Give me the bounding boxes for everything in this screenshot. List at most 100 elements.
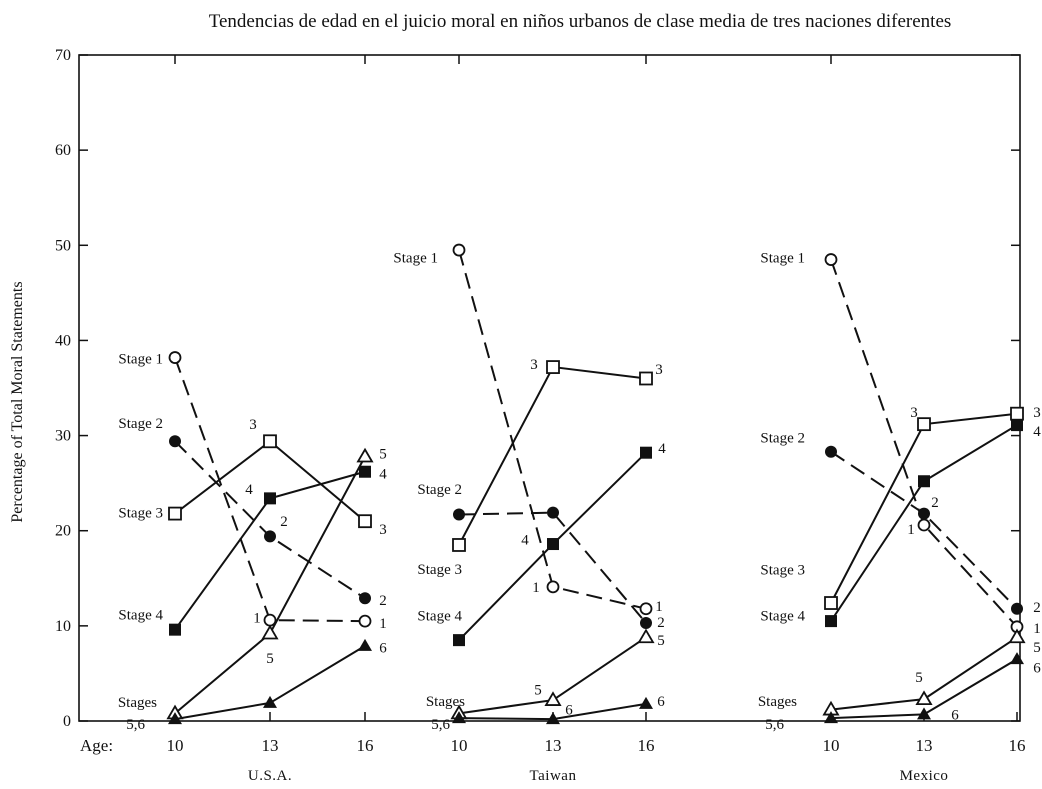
y-tick-label: 10 [55,618,71,635]
stage-3-point [1010,406,1024,421]
point-stage-number: 5 [657,633,665,649]
point-stage-number: 6 [379,641,387,657]
stage-label: Stage 2 [760,430,805,446]
x-tick-label: 10 [451,736,468,755]
stage-6-point [263,695,277,708]
point-stage-number: 3 [910,405,918,421]
stage-label: Stage 3 [417,562,462,578]
y-axis-title: Percentage of Total Moral Statements [9,281,26,522]
stage-4-point [1011,419,1023,432]
chart-title: Tendencias de edad en el juicio moral en… [209,11,952,32]
stage-4-point [547,538,559,551]
stage-2-line [458,511,647,624]
point-stage-number: 6 [951,707,959,723]
panel-name: Mexico [900,768,949,784]
y-tick-label: 70 [55,47,71,64]
y-tick-label: 0 [63,713,71,730]
stage-4-point [359,465,371,478]
x-axis-label: Age: [80,736,113,755]
stage-1-point [546,580,560,594]
stage-3-point [452,538,466,552]
point-stage-number: 3 [379,522,387,538]
point-stage-number: 4 [658,441,666,457]
y-tick-label: 50 [55,237,71,254]
stage-5-point [637,628,655,644]
point-stage-number: 3 [1033,405,1041,421]
point-stage-number: 2 [280,514,288,530]
stage-2-point [264,530,276,543]
stage-label: 5,6 [765,717,784,733]
stage-4-point [825,615,837,628]
stage-2-point [1011,602,1023,615]
stage-6-point [546,712,560,725]
stage-5-point [915,690,933,706]
y-tick-label: 60 [55,142,71,159]
point-stage-number: 4 [245,482,253,498]
point-stage-number: 2 [379,593,387,609]
stage-1-point [263,613,277,627]
stage-5-point [1008,628,1026,644]
stage-label: Stage 1 [393,251,438,267]
stage-2-point [825,445,837,458]
point-stage-number: 6 [657,694,665,710]
point-stage-number: 1 [907,522,915,538]
x-tick-label: 16 [638,736,655,755]
point-stage-number: 3 [530,357,538,373]
stage-6-point [1010,652,1024,665]
point-stage-number: 4 [1033,424,1041,440]
stage-2-point [640,617,652,630]
stage-1-point [168,351,182,364]
plot-frame [78,54,1021,722]
stage-label: 5,6 [126,717,145,733]
stage-3-point [168,506,182,521]
point-stage-number: 5 [266,651,274,667]
x-tick-label: 13 [262,736,279,755]
stage-5-point [544,691,562,706]
stage-3-point [824,596,838,610]
stage-4-point [453,634,465,647]
point-stage-number: 5 [915,670,923,686]
stage-3-point [358,514,372,529]
stage-3-point [546,360,560,374]
stage-6-point [168,712,182,725]
point-stage-number: 3 [249,417,257,433]
stage-label: Stages [118,695,157,711]
stage-1-point [824,253,838,266]
x-tick-label: 10 [167,736,184,755]
stage-label: 5,6 [431,717,450,733]
point-stage-number: 1 [379,616,387,632]
y-axis: 0 10 20 30 40 50 60 70 [55,47,1020,730]
stage-label: Stage 4 [760,608,805,624]
stage-6-point [452,711,466,724]
stage-6-point [917,707,931,720]
point-stage-number: 3 [655,362,663,378]
x-tick-label: 16 [1009,736,1026,755]
panel-name: U.S.A. [248,768,292,784]
point-stage-number: 6 [1033,661,1041,677]
stage-1-point [639,602,653,616]
stage-1-line [830,259,1018,628]
stage-6-point [824,711,838,724]
x-tick-label: 13 [545,736,562,755]
point-stage-number: 6 [565,703,573,719]
stage-label: Stage 2 [417,482,462,498]
point-stage-number: 1 [253,610,261,626]
stage-label: Stage 1 [760,251,805,267]
point-stage-number: 4 [521,532,529,548]
stage-4-point [169,623,181,636]
point-stage-number: 1 [1033,621,1041,637]
y-tick-label: 20 [55,523,71,540]
stage-4-point [264,492,276,505]
stage-2-line [174,440,366,600]
stage-label: Stage 4 [118,607,163,623]
stage-label: Stage 4 [417,608,462,624]
stage-3-point [917,417,931,432]
stage-3-point [639,371,653,386]
point-stage-number: 4 [379,467,387,483]
point-stage-number: 5 [534,683,542,699]
stage-label: Stage 1 [118,352,163,368]
point-stage-number: 5 [379,447,387,463]
